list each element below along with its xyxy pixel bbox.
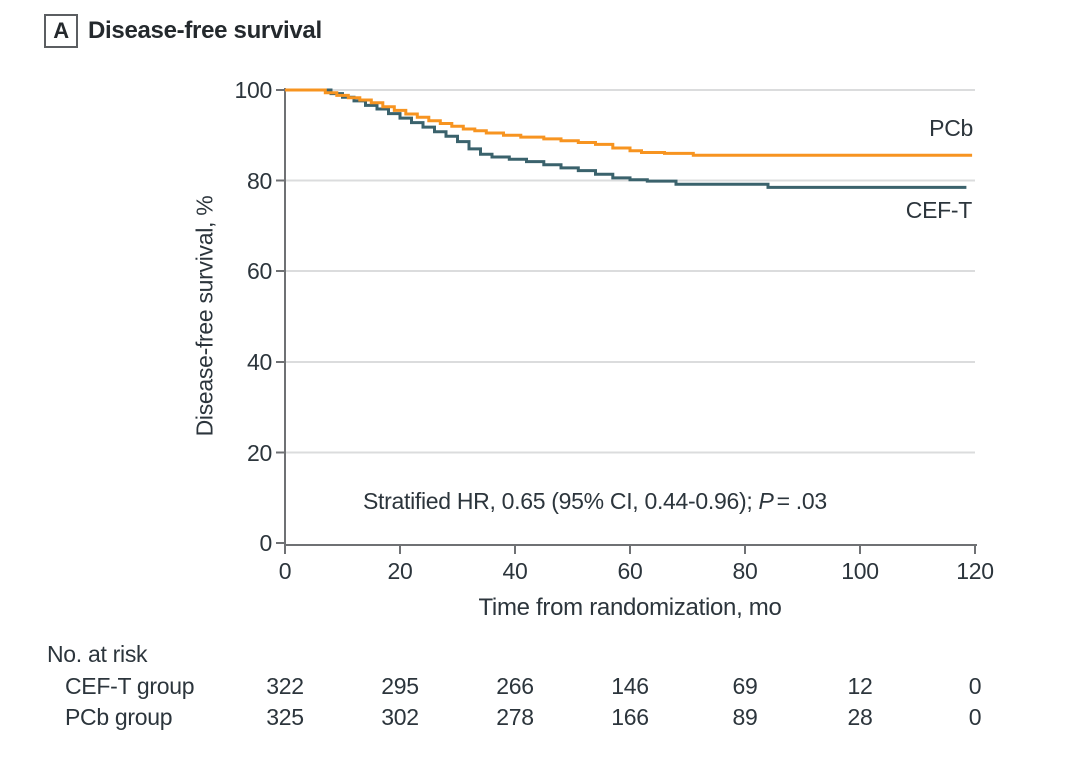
x-tick-40: 40 [502,558,528,584]
risk-row-label-ceft: CEF-T group [65,673,195,699]
x-tick-60: 60 [617,558,643,584]
risk-pcb-t20: 302 [381,704,419,730]
risk-ceft-t80: 69 [732,673,758,699]
y-tick-100: 100 [234,77,273,103]
x-tick-20: 20 [387,558,413,584]
x-tick-120: 120 [956,558,994,584]
x-tick-0: 0 [278,558,292,584]
x-tick-80: 80 [732,558,758,584]
risk-row-label-pcb: PCb group [65,704,173,730]
risk-table-heading: No. at risk [47,641,148,667]
risk-pcb-t100: 28 [847,704,873,730]
panel-letter: A [53,18,69,43]
risk-ceft-t120: 0 [968,673,982,699]
risk-ceft-t100: 12 [847,673,873,699]
x-axis-label: Time from randomization, mo [478,594,782,621]
hazard-ratio-annotation: Stratified HR, 0.65 (95% CI, 0.44-0.96);… [363,488,827,515]
panel-letter-box: A [44,14,78,48]
risk-ceft-t40: 266 [496,673,534,699]
p-symbol: P [758,488,774,514]
panel-title: Disease-free survival [88,17,322,44]
y-axis-label: Disease-free survival, % [191,195,218,437]
x-tick-100: 100 [841,558,879,584]
risk-ceft-t0: 322 [266,673,304,699]
risk-ceft-t20: 295 [381,673,419,699]
y-tick-40: 40 [247,349,272,375]
risk-ceft-t60: 146 [611,673,649,699]
p-value: = .03 [776,488,828,514]
y-tick-80: 80 [247,168,272,194]
y-tick-20: 20 [247,440,272,466]
y-tick-0: 0 [259,530,273,556]
y-tick-60: 60 [247,258,272,284]
curve-label-pcb: PCb [929,115,973,141]
curve-label-ceft: CEF-T [905,197,973,223]
risk-pcb-t60: 166 [611,704,649,730]
annotation-text: Stratified HR, 0.65 (95% CI, 0.44-0.96); [363,488,759,514]
risk-pcb-t0: 325 [266,704,304,730]
risk-pcb-t80: 89 [732,704,758,730]
risk-pcb-t120: 0 [968,704,982,730]
risk-pcb-t40: 278 [496,704,534,730]
